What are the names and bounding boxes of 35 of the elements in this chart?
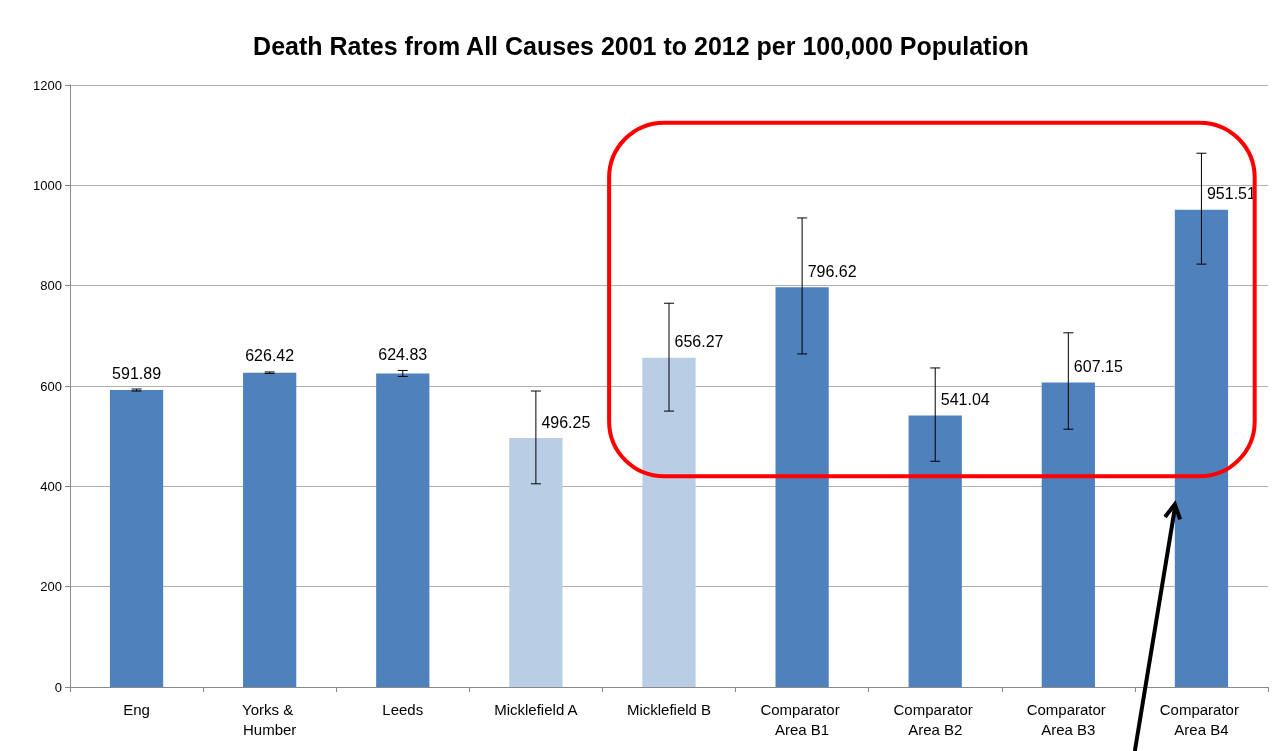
bar — [1174, 209, 1229, 687]
data-label: 626.42 — [245, 347, 295, 365]
x-tick-label: Comparator Area B1 — [760, 700, 844, 738]
x-tick-label: Yorks & Humber — [242, 700, 298, 738]
bar — [775, 287, 829, 687]
data-label: 541.04 — [940, 391, 990, 409]
x-tick-label: Eng — [123, 700, 150, 718]
y-tick-label: 400 — [40, 478, 62, 494]
data-label: 796.62 — [807, 262, 857, 280]
data-label: 624.83 — [378, 345, 428, 363]
x-tick-label: Comparator Area B2 — [893, 700, 977, 738]
x-tick-label: Comparator Area B3 — [1026, 700, 1111, 738]
bar — [109, 390, 164, 687]
bar — [243, 372, 297, 687]
bar — [376, 373, 430, 687]
data-label: 656.27 — [674, 333, 724, 351]
y-tick-label: 600 — [40, 378, 62, 394]
bar — [908, 415, 962, 687]
x-tick-label: Micklefield B — [626, 700, 712, 718]
data-label: 951.51 — [1206, 185, 1257, 203]
y-tick-label: 1000 — [33, 177, 62, 193]
bar — [642, 357, 696, 687]
chart-title: Death Rates from All Causes 2001 to 2012 per 100,000 Population — [253, 31, 1029, 60]
y-tick-label: 200 — [40, 579, 62, 595]
x-tick-label: Leeds — [382, 700, 424, 718]
x-tick-label: Comparator Area B4 — [1159, 700, 1244, 738]
y-tick-label: 800 — [40, 278, 62, 294]
bar — [509, 438, 563, 687]
data-label: 607.15 — [1073, 357, 1123, 375]
bar — [1041, 382, 1095, 687]
data-label: 496.25 — [541, 413, 591, 431]
y-tick-label: 0 — [54, 679, 62, 695]
x-tick-label: Micklefield A — [494, 700, 578, 718]
data-label: 591.89 — [112, 364, 162, 382]
y-tick-label: 1200 — [33, 77, 62, 93]
